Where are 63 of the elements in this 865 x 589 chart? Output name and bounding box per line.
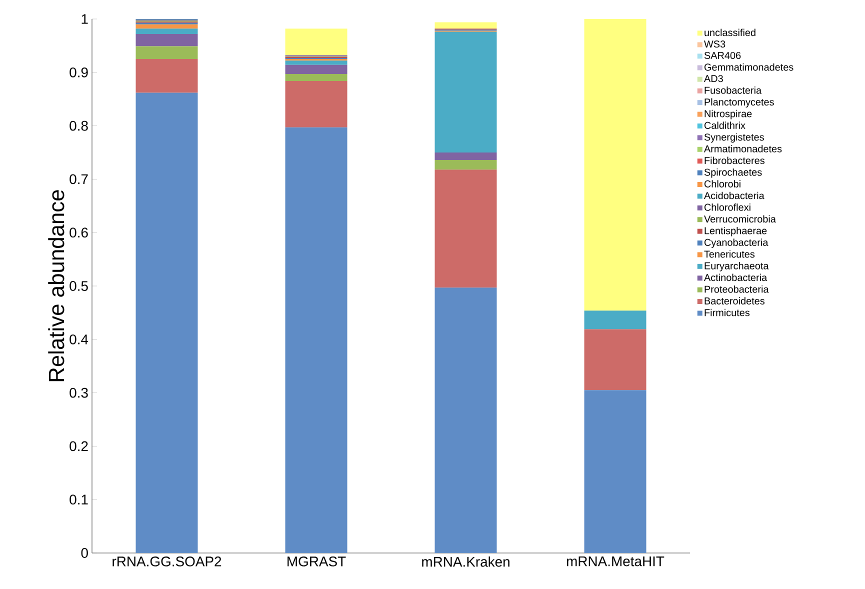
legend-label: Proteobacteria	[704, 285, 769, 293]
bar	[434, 152, 497, 160]
legend-label: Armatimonadetes	[704, 145, 782, 152]
bar	[136, 92, 198, 553]
bar	[285, 64, 348, 74]
legend-label: Chloroflexi	[704, 204, 750, 211]
legend-label: Chlorobi	[704, 180, 740, 188]
y-tick-label: 0.5	[70, 281, 88, 291]
x-tick-label: mRNA.Kraken	[422, 556, 510, 567]
y-tick-label: 0.2	[70, 441, 88, 452]
bar	[136, 46, 198, 60]
legend-label: Caldithrix	[704, 122, 746, 129]
legend-label: Gemmatimonadetes	[704, 63, 794, 71]
legend-label: Tenericutes	[704, 250, 755, 258]
legend-label: Acidobacteria	[704, 192, 764, 200]
legend-label: Verrucomicrobia	[704, 215, 776, 223]
y-axis-title: Relative abundance	[48, 190, 64, 382]
bar	[434, 160, 497, 170]
legend-label: Fibrobacteres	[704, 156, 765, 164]
bar	[285, 74, 348, 81]
legend-label: Planctomycetes	[704, 98, 774, 108]
legend-label: WS3	[704, 40, 726, 48]
bar	[434, 170, 497, 288]
y-tick-label: 0	[81, 548, 88, 558]
legend-label: Spirochaetes	[704, 168, 762, 178]
bar	[136, 59, 198, 93]
bar	[136, 34, 198, 46]
legend-label: Firmicutes	[704, 308, 750, 316]
y-tick-label: 0.1	[70, 494, 88, 505]
y-tick-label: 0.9	[70, 67, 88, 78]
bar	[136, 28, 198, 34]
legend-label: SAR406	[704, 52, 741, 59]
legend-label: Synergistetes	[704, 133, 764, 143]
bar	[584, 310, 646, 330]
y-tick-label: 0.6	[70, 228, 88, 238]
x-tick-label: MGRAST	[288, 556, 346, 566]
bar	[434, 22, 497, 29]
legend-label: Cyanobacteria	[704, 238, 768, 248]
legend-label: Euryarchaeota	[704, 262, 769, 272]
y-tick-label: 0.3	[70, 388, 88, 398]
y-tick-label: 0.4	[70, 334, 88, 344]
bar	[434, 288, 497, 553]
y-tick-label: 0.8	[70, 120, 88, 131]
bar	[285, 60, 348, 65]
x-tick-label: mRNA.MetaHIT	[566, 556, 664, 566]
bar	[584, 329, 646, 390]
x-tick-label: rRNA.GG.SOAP2	[112, 556, 222, 566]
bar	[285, 28, 348, 56]
legend-label: Fusobacteria	[704, 86, 762, 94]
y-tick-label: 1	[82, 14, 88, 24]
legend-label: Nitrospirae	[704, 110, 752, 120]
legend-label: Actinobacteria	[704, 274, 768, 282]
legend-label: AD3	[704, 75, 723, 82]
legend-label: unclassified	[704, 28, 756, 36]
legend-label: Lentisphaerae	[704, 226, 767, 236]
bar	[136, 24, 198, 29]
bar	[285, 127, 348, 553]
bar	[285, 80, 348, 128]
bar	[584, 390, 646, 553]
bar	[434, 32, 497, 152]
legend-label: Bacteroidetes	[704, 297, 765, 304]
y-tick-label: 0.7	[70, 174, 88, 184]
bar	[584, 18, 646, 311]
